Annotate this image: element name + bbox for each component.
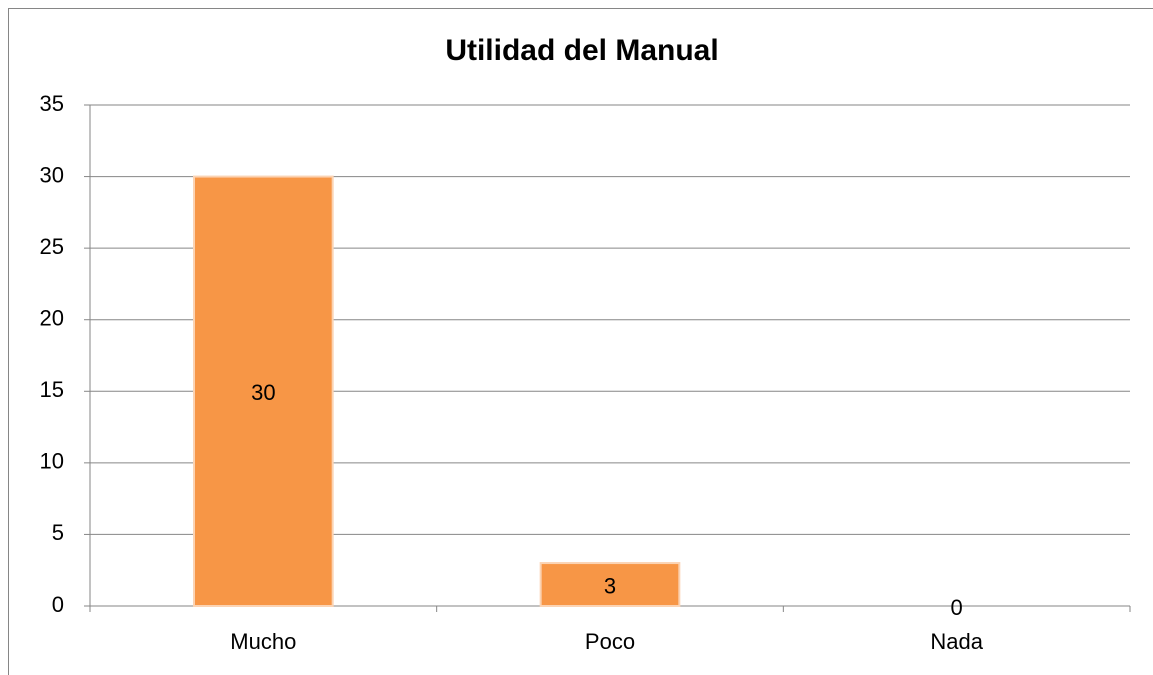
x-tick-label: Nada — [930, 629, 983, 654]
y-tick-label: 5 — [52, 520, 64, 545]
y-tick-label: 20 — [40, 306, 64, 331]
data-label: 0 — [951, 595, 963, 620]
y-tick-label: 0 — [52, 592, 64, 617]
y-tick-label: 15 — [40, 377, 64, 402]
bar — [193, 175, 334, 607]
y-tick-label: 35 — [40, 91, 64, 116]
bar — [539, 562, 681, 607]
data-label: 3 — [604, 573, 616, 598]
x-tick-label: Mucho — [230, 629, 296, 654]
y-tick-label: 10 — [40, 449, 64, 474]
y-tick-label: 25 — [40, 234, 64, 259]
y-tick-label: 30 — [40, 162, 64, 187]
data-label: 30 — [251, 380, 275, 405]
x-tick-label: Poco — [585, 629, 635, 654]
chart-title: Utilidad del Manual — [445, 34, 718, 67]
